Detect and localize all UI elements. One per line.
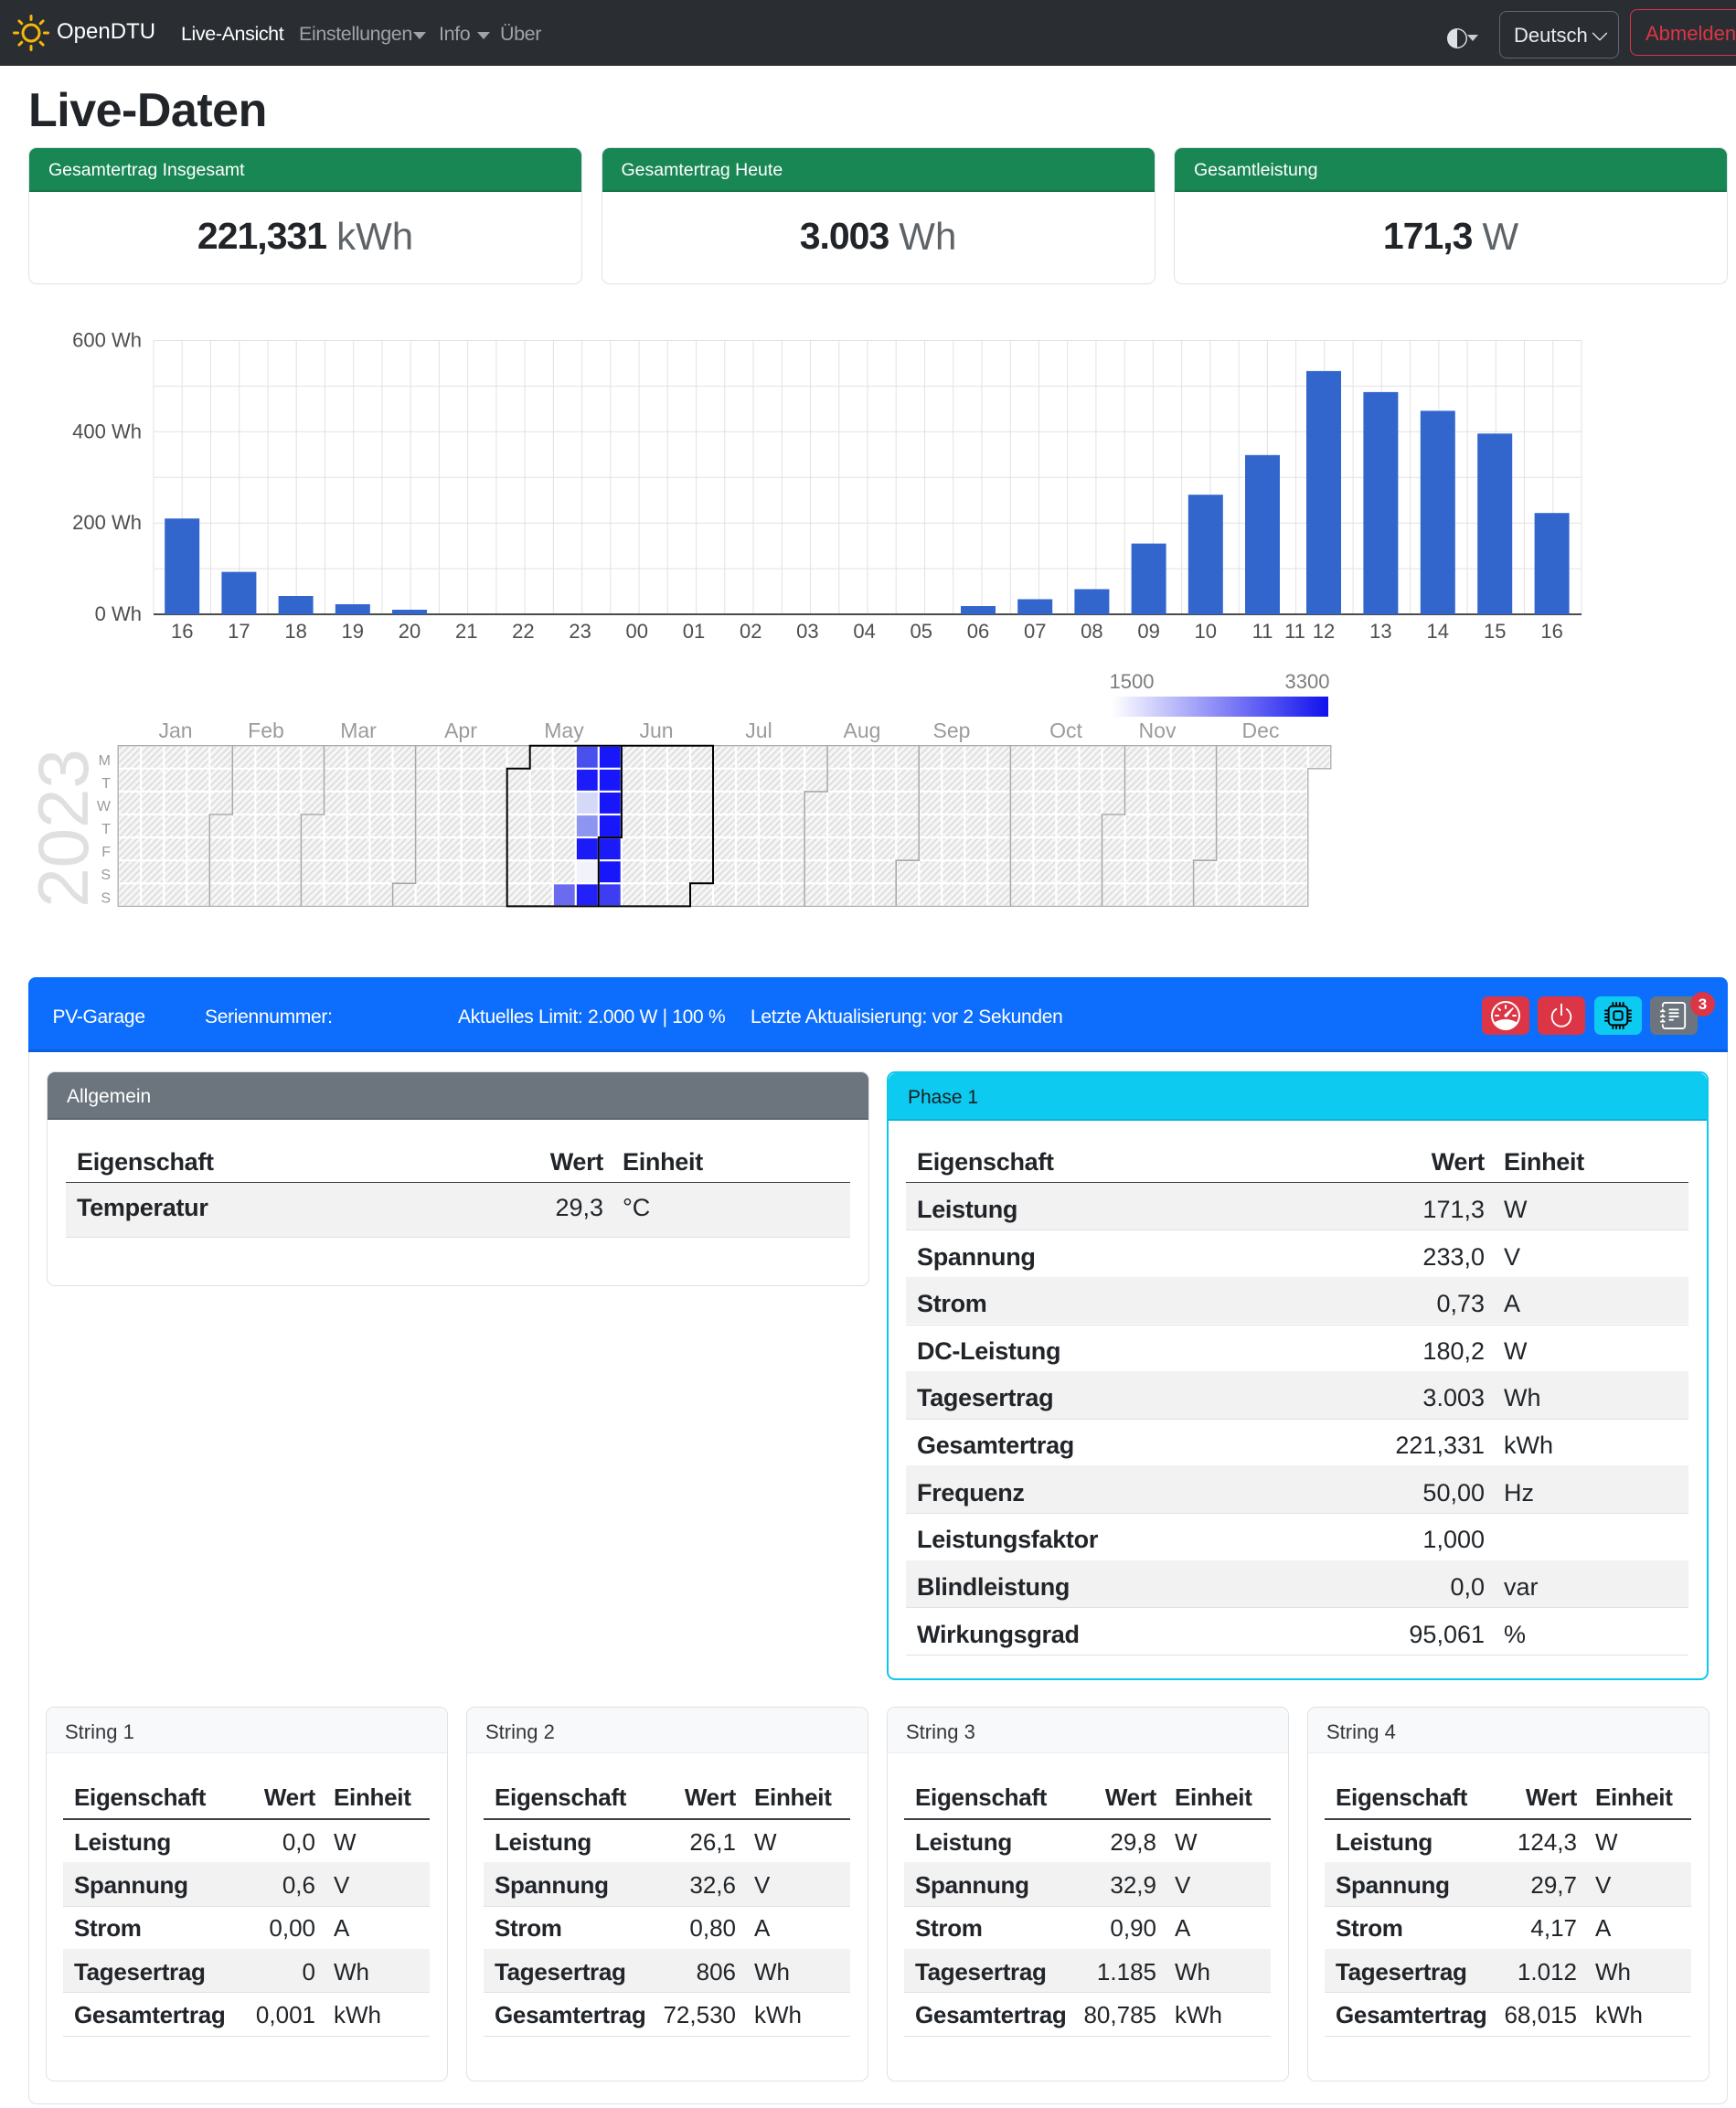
svg-text:00: 00 (626, 620, 648, 643)
svg-text:Oct: Oct (1049, 719, 1082, 742)
svg-text:17: 17 (228, 620, 250, 643)
svg-text:1500: 1500 (1110, 670, 1155, 693)
svg-text:23: 23 (569, 620, 591, 643)
svg-text:15: 15 (1484, 620, 1506, 643)
svg-text:T: T (101, 776, 111, 792)
svg-text:09: 09 (1137, 620, 1159, 643)
svg-text:19: 19 (342, 620, 364, 643)
svg-text:14: 14 (1427, 620, 1449, 643)
svg-text:Mar: Mar (340, 719, 377, 742)
svg-text:3300: 3300 (1285, 670, 1330, 693)
svg-text:Jan: Jan (158, 719, 192, 742)
svg-text:06: 06 (967, 620, 989, 643)
svg-text:02: 02 (740, 620, 761, 643)
svg-text:03: 03 (796, 620, 818, 643)
svg-text:Jul: Jul (745, 719, 772, 742)
svg-text:200 Wh: 200 Wh (72, 511, 142, 534)
svg-text:S: S (101, 890, 111, 906)
svg-text:Sep: Sep (933, 719, 971, 742)
svg-text:Aug: Aug (844, 719, 881, 742)
svg-text:10: 10 (1195, 620, 1217, 643)
svg-text:0 Wh: 0 Wh (95, 602, 142, 625)
svg-text:F: F (101, 845, 111, 860)
svg-text:20: 20 (399, 620, 421, 643)
svg-text:S: S (101, 868, 111, 883)
svg-text:16: 16 (171, 620, 193, 643)
svg-text:07: 07 (1024, 620, 1046, 643)
svg-text:400 Wh: 400 Wh (72, 420, 142, 442)
svg-text:W: W (97, 799, 112, 814)
svg-text:22: 22 (512, 620, 534, 643)
svg-text:T: T (101, 822, 111, 837)
svg-text:600 Wh: 600 Wh (72, 329, 142, 352)
svg-text:18: 18 (284, 620, 306, 643)
svg-text:11: 11 (1252, 620, 1273, 643)
svg-text:Nov: Nov (1139, 719, 1177, 742)
svg-text:08: 08 (1081, 620, 1102, 643)
svg-text:12: 12 (1313, 620, 1335, 643)
svg-text:M: M (99, 753, 111, 769)
svg-text:May: May (544, 719, 584, 742)
svg-text:21: 21 (455, 620, 477, 643)
svg-text:11: 11 (1284, 620, 1305, 643)
svg-text:Feb: Feb (248, 719, 284, 742)
svg-text:01: 01 (683, 620, 705, 643)
svg-text:05: 05 (911, 620, 932, 643)
svg-text:2023: 2023 (23, 749, 103, 908)
svg-text:13: 13 (1369, 620, 1391, 643)
svg-text:Apr: Apr (444, 719, 477, 742)
svg-text:Jun: Jun (639, 719, 673, 742)
svg-text:Dec: Dec (1242, 719, 1280, 742)
svg-text:04: 04 (853, 620, 875, 643)
svg-text:16: 16 (1540, 620, 1562, 643)
